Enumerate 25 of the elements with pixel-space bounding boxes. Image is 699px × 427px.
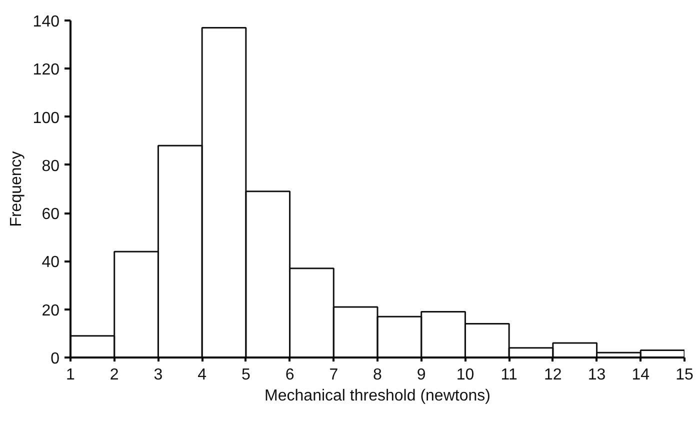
y-tick-label: 120 [32,62,60,79]
x-tick-label: 8 [373,366,382,384]
y-tick-label: 0 [50,350,60,368]
y-tick-label: 100 [32,110,60,127]
x-tick-label: 11 [500,366,518,384]
x-axis-title: Mechanical threshold (newtons) [264,388,490,404]
x-tick-label: 9 [416,366,426,384]
x-tick-label: 14 [632,366,650,384]
y-tick-label: 40 [42,254,60,272]
x-tick-label: 4 [198,366,207,384]
x-tick-label: 7 [329,366,338,384]
x-tick-label: 13 [588,366,606,384]
y-tick-label: 80 [42,158,60,175]
x-tick-label: 2 [110,366,119,384]
x-tick-label: 5 [241,366,250,384]
y-tick-label: 140 [32,14,60,30]
x-tick-label: 1 [66,366,76,384]
y-tick-label: 60 [42,206,60,224]
x-tick-label: 12 [544,366,562,384]
x-tick-label: 10 [456,366,474,384]
x-tick-label: 3 [154,366,163,384]
y-tick-label: 20 [42,302,60,320]
y-axis-title: Frequency [8,151,25,227]
x-tick-label: 15 [676,366,694,384]
x-tick-label: 6 [285,366,294,384]
